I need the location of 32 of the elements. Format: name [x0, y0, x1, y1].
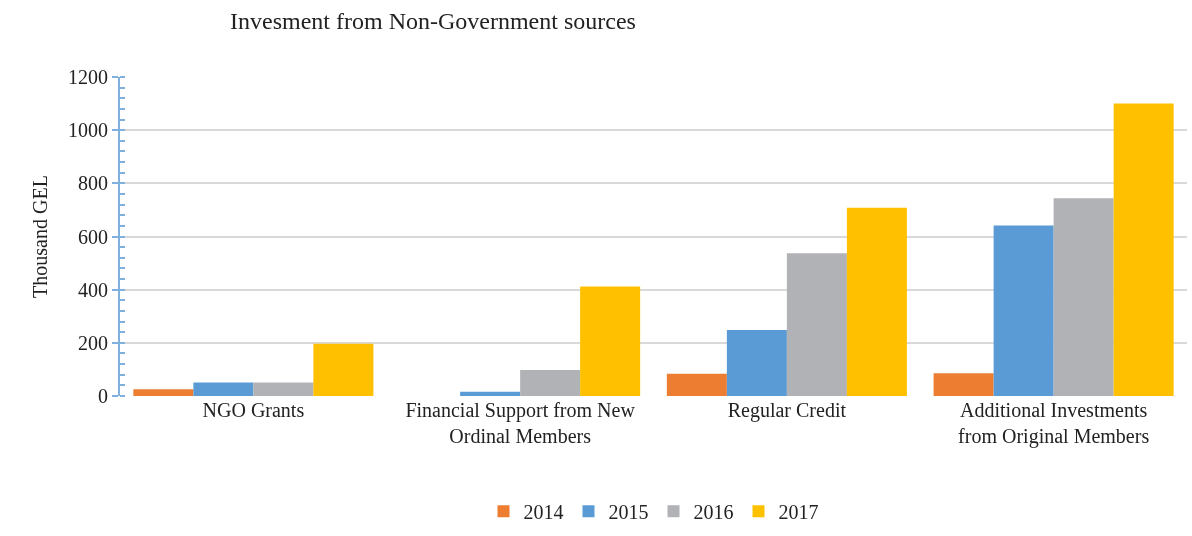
chart-title: Invesment from Non-Government sources — [230, 7, 636, 34]
bar — [520, 369, 581, 396]
legend-label: 2017 — [778, 501, 819, 523]
bar — [1113, 103, 1174, 396]
bar — [786, 253, 847, 396]
legend-label: 2014 — [523, 501, 564, 523]
y-tick-label: 0 — [98, 385, 108, 407]
legend-label: 2015 — [608, 501, 649, 523]
y-tick-label: 600 — [78, 225, 108, 248]
x-tick-label: Financial Support from New Ordinal Members — [405, 399, 636, 447]
y-axis-title: Thousand GEL — [29, 175, 51, 298]
x-tick-label: Regular Credit — [727, 399, 847, 422]
bar — [460, 391, 521, 396]
bar — [846, 207, 907, 396]
y-tick-label: 200 — [78, 331, 108, 354]
bar — [933, 373, 994, 396]
bar — [253, 382, 314, 396]
x-tick-label: NGO Grants — [202, 399, 305, 421]
bar — [193, 382, 254, 396]
legend-label: 2016 — [693, 501, 734, 523]
bar — [666, 373, 727, 396]
bar — [133, 389, 194, 396]
y-tick-label: 800 — [78, 172, 108, 195]
bar — [726, 330, 787, 396]
x-tick-label: Additional Investments from Original Members — [958, 399, 1150, 448]
y-tick-label: 1000 — [68, 119, 108, 142]
bar — [1053, 198, 1114, 396]
bar — [580, 286, 641, 396]
y-tick-label: 400 — [78, 278, 108, 301]
y-tick-label: 1200 — [68, 66, 108, 88]
bar — [993, 225, 1054, 396]
bar — [313, 343, 374, 396]
